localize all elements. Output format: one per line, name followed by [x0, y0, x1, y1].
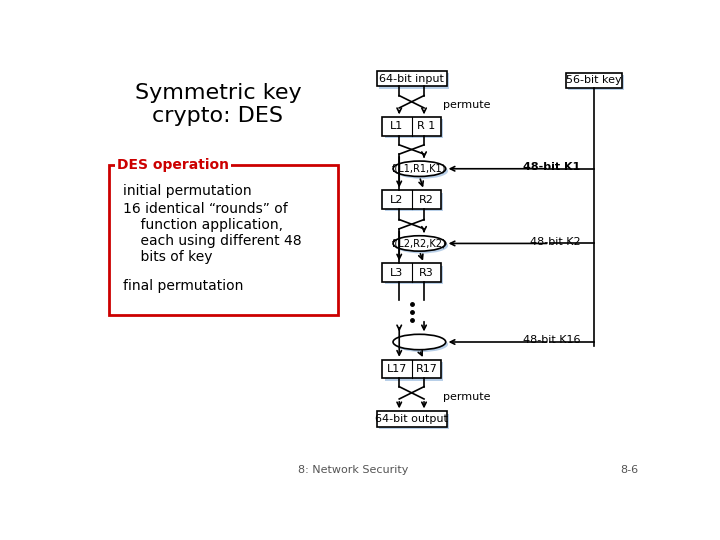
Bar	[109, 165, 338, 315]
Bar	[568, 75, 624, 90]
Bar	[382, 190, 441, 209]
Text: permute: permute	[443, 392, 490, 402]
Bar	[384, 362, 444, 381]
Text: f(L2,R2,K2): f(L2,R2,K2)	[392, 239, 446, 248]
Ellipse shape	[393, 161, 446, 177]
Text: R3: R3	[419, 268, 433, 278]
Text: 56-bit key: 56-bit key	[566, 75, 621, 85]
Bar	[377, 411, 446, 427]
Text: 16 identical “rounds” of
    function application,
    each using different 48
 : 16 identical “rounds” of function applic…	[122, 202, 301, 265]
Bar	[382, 117, 441, 136]
Text: permute: permute	[443, 100, 490, 110]
Text: L3: L3	[390, 268, 403, 278]
Bar	[384, 193, 444, 211]
Text: 64-bit output: 64-bit output	[375, 414, 448, 424]
Bar	[384, 119, 444, 138]
Ellipse shape	[395, 164, 448, 179]
Ellipse shape	[395, 336, 448, 352]
Text: 64-bit input: 64-bit input	[379, 73, 444, 84]
Text: 8-6: 8-6	[621, 465, 639, 475]
Bar	[379, 414, 449, 429]
Text: 48-bit K16: 48-bit K16	[523, 335, 580, 346]
Text: 48-bit K2: 48-bit K2	[530, 237, 580, 247]
Text: 48-bit K1: 48-bit K1	[523, 162, 580, 172]
Ellipse shape	[393, 334, 446, 350]
Ellipse shape	[395, 238, 448, 253]
Text: DES operation: DES operation	[117, 158, 229, 172]
Bar	[382, 264, 441, 282]
Text: L17: L17	[387, 364, 407, 374]
Text: 8: Network Security: 8: Network Security	[298, 465, 409, 475]
Bar	[379, 73, 449, 89]
Text: L1: L1	[390, 122, 403, 131]
Text: Symmetric key
crypto: DES: Symmetric key crypto: DES	[135, 83, 301, 126]
Bar	[566, 72, 621, 88]
Bar	[382, 360, 441, 378]
Text: R2: R2	[419, 194, 433, 205]
Text: final permutation: final permutation	[122, 279, 243, 293]
Text: R 1: R 1	[417, 122, 436, 131]
Bar	[377, 71, 446, 86]
Text: L2: L2	[390, 194, 404, 205]
Text: R17: R17	[415, 364, 437, 374]
Bar	[384, 266, 444, 284]
Ellipse shape	[393, 236, 446, 251]
Text: initial permutation: initial permutation	[122, 184, 251, 198]
Text: f(L1,R1,K1): f(L1,R1,K1)	[392, 164, 446, 174]
